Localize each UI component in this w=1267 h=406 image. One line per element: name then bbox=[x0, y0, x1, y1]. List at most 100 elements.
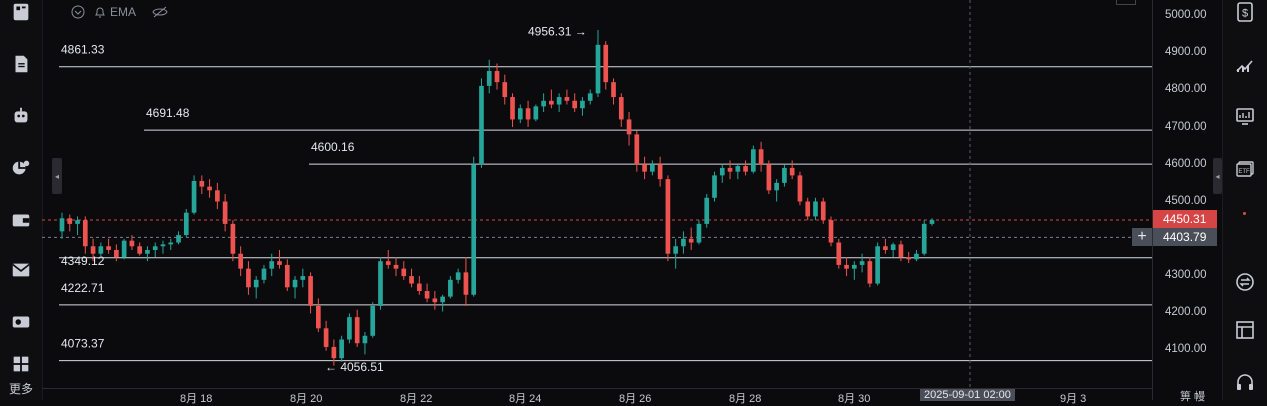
candle[interactable] bbox=[805, 197, 811, 221]
candle[interactable] bbox=[448, 276, 453, 299]
time-axis[interactable]: 8月 18 8月 20 8月 22 8月 24 8月 26 8月 28 8月 3… bbox=[42, 388, 1152, 405]
document-icon[interactable] bbox=[9, 52, 33, 76]
candle[interactable] bbox=[191, 175, 197, 215]
ema-indicator-label[interactable]: EMA bbox=[110, 5, 137, 19]
candle[interactable] bbox=[455, 268, 461, 284]
candle[interactable] bbox=[603, 41, 609, 90]
candle[interactable] bbox=[253, 276, 259, 299]
candle[interactable] bbox=[479, 78, 484, 168]
candle[interactable] bbox=[222, 194, 228, 232]
candle[interactable] bbox=[98, 242, 104, 258]
candle[interactable] bbox=[890, 242, 896, 258]
candle[interactable] bbox=[471, 156, 477, 297]
candle[interactable] bbox=[657, 156, 663, 187]
pane-control[interactable] bbox=[1116, 0, 1136, 5]
candle[interactable] bbox=[331, 339, 337, 366]
candle[interactable] bbox=[696, 220, 702, 245]
trend-chart-icon[interactable] bbox=[1233, 52, 1257, 76]
mail-icon[interactable] bbox=[9, 258, 33, 282]
candle[interactable] bbox=[199, 175, 205, 195]
candle[interactable] bbox=[385, 249, 391, 269]
candle[interactable] bbox=[650, 160, 655, 176]
candle[interactable] bbox=[929, 218, 935, 226]
swap-icon[interactable] bbox=[1233, 270, 1257, 294]
candle[interactable] bbox=[797, 171, 803, 206]
candle[interactable] bbox=[580, 97, 585, 116]
candle[interactable] bbox=[735, 164, 741, 180]
candle[interactable] bbox=[152, 242, 158, 258]
candle[interactable] bbox=[502, 74, 508, 105]
right-panel-collapse-handle[interactable]: ◂ bbox=[1213, 158, 1222, 194]
candle[interactable] bbox=[308, 272, 313, 314]
chevron-down-circle-icon[interactable] bbox=[70, 4, 86, 20]
candle[interactable] bbox=[883, 238, 888, 254]
candle[interactable] bbox=[766, 160, 772, 195]
candle[interactable] bbox=[339, 335, 344, 362]
candle[interactable] bbox=[906, 251, 912, 264]
candle[interactable] bbox=[401, 261, 407, 280]
candle[interactable] bbox=[704, 194, 710, 228]
candle[interactable] bbox=[67, 214, 73, 232]
candle[interactable] bbox=[844, 257, 849, 277]
headset-icon[interactable] bbox=[1233, 370, 1257, 394]
chart-area[interactable]: 4861.33 4691.48 4600.16 4349.12 4222.71 4073.… bbox=[42, 0, 1152, 388]
candle[interactable] bbox=[611, 78, 616, 105]
candle[interactable] bbox=[688, 227, 694, 250]
candle[interactable] bbox=[114, 244, 119, 262]
candle[interactable] bbox=[440, 294, 445, 312]
monitor-chart-icon[interactable] bbox=[1233, 104, 1257, 128]
candle[interactable] bbox=[875, 242, 880, 286]
candle[interactable] bbox=[820, 197, 826, 224]
robot-icon[interactable] bbox=[9, 104, 33, 128]
candle[interactable] bbox=[90, 238, 96, 262]
candle[interactable] bbox=[354, 309, 360, 347]
candle[interactable] bbox=[549, 89, 554, 109]
candle[interactable] bbox=[183, 208, 189, 237]
eye-off-icon[interactable] bbox=[152, 4, 168, 20]
wallet-icon[interactable] bbox=[9, 208, 33, 232]
candle[interactable] bbox=[137, 242, 143, 256]
candle[interactable] bbox=[168, 238, 174, 250]
left-panel-collapse-handle[interactable]: ◂ bbox=[52, 158, 62, 194]
candle[interactable] bbox=[207, 179, 212, 198]
candle[interactable] bbox=[618, 93, 624, 127]
candle[interactable] bbox=[129, 235, 135, 250]
candle[interactable] bbox=[743, 160, 748, 176]
etf-icon[interactable]: ETF bbox=[1233, 156, 1257, 180]
candle[interactable] bbox=[393, 257, 399, 277]
candle[interactable] bbox=[432, 291, 438, 310]
candle[interactable] bbox=[758, 141, 764, 172]
ticket-icon[interactable] bbox=[9, 310, 33, 334]
candle[interactable] bbox=[898, 240, 904, 262]
candle[interactable] bbox=[634, 130, 640, 172]
candle[interactable] bbox=[424, 283, 430, 303]
candle[interactable] bbox=[284, 259, 290, 292]
candle[interactable] bbox=[774, 179, 779, 202]
alert-bell-icon[interactable] bbox=[92, 4, 108, 20]
candle[interactable] bbox=[316, 298, 321, 333]
candle[interactable] bbox=[378, 257, 383, 310]
candlestick-chart[interactable]: 4861.33 4691.48 4600.16 4349.12 4222.71 4073.… bbox=[42, 0, 1152, 388]
apps-grid-icon[interactable] bbox=[9, 352, 33, 376]
candle[interactable] bbox=[145, 246, 150, 262]
candle[interactable] bbox=[486, 59, 492, 94]
candle[interactable] bbox=[789, 160, 795, 180]
candle[interactable] bbox=[564, 89, 570, 105]
candle[interactable] bbox=[533, 104, 539, 122]
candle[interactable] bbox=[347, 313, 352, 344]
candle[interactable] bbox=[323, 320, 329, 351]
candle[interactable] bbox=[246, 261, 251, 295]
candle[interactable] bbox=[719, 164, 725, 183]
candle[interactable] bbox=[541, 93, 546, 112]
candle[interactable] bbox=[269, 253, 275, 277]
candle[interactable] bbox=[727, 160, 733, 180]
candle[interactable] bbox=[277, 249, 282, 269]
candle[interactable] bbox=[556, 93, 562, 112]
candle[interactable] bbox=[587, 89, 593, 105]
candle[interactable] bbox=[75, 216, 80, 236]
candle[interactable] bbox=[300, 268, 306, 288]
analytics-icon[interactable] bbox=[9, 156, 33, 180]
candle[interactable] bbox=[828, 216, 834, 247]
candle[interactable] bbox=[160, 240, 166, 254]
candle[interactable] bbox=[106, 238, 111, 254]
